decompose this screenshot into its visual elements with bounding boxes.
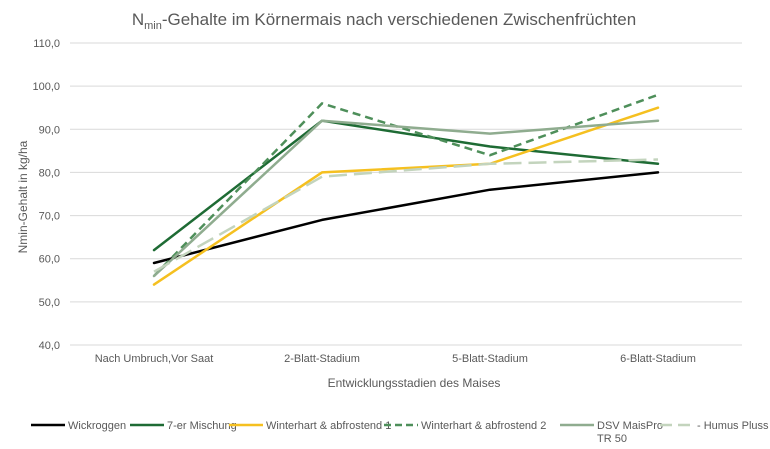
y-axis-title: Nmin-Gehalt in kg/ha bbox=[16, 140, 30, 253]
y-tick-label: 40,0 bbox=[39, 340, 60, 352]
series-line-2 bbox=[152, 119, 660, 252]
y-tick-label: 60,0 bbox=[39, 254, 60, 266]
legend-label: Wickroggen bbox=[68, 420, 126, 432]
x-tick-label: Nach Umbruch,Vor Saat bbox=[95, 353, 214, 365]
legend-label: - Humus Pluss bbox=[697, 420, 769, 432]
gridlines bbox=[70, 42, 742, 346]
series-line-5 bbox=[152, 119, 660, 278]
y-tick-label: 90,0 bbox=[39, 124, 60, 136]
y-tick-label: 100,0 bbox=[32, 81, 60, 93]
y-tick-label: 110,0 bbox=[33, 38, 60, 50]
legend-label: 7-er Mischung bbox=[167, 420, 237, 432]
y-tick-label: 80,0 bbox=[39, 167, 60, 179]
chart-title: Nmin-Gehalte im Körnermais nach verschie… bbox=[132, 10, 636, 32]
y-tick-label: 70,0 bbox=[39, 211, 60, 223]
y-axis-ticks: 40,0 50,0 60,0 70,0 80,0 90,0 100,0 110,0 bbox=[32, 38, 60, 352]
legend-label: Winterhart & abfrostend 1 bbox=[266, 420, 391, 432]
series-line-1 bbox=[152, 171, 660, 265]
series-line-6 bbox=[153, 158, 659, 273]
legend-label: DSV MaisPro TR 50 bbox=[597, 420, 663, 445]
legend: Wickroggen 7-er Mischung Winterhart & abfr… bbox=[31, 420, 769, 445]
y-tick-label: 50,0 bbox=[39, 297, 60, 309]
x-axis-ticks: Nach Umbruch,Vor Saat 2-Blatt-Stadium 5-Bl… bbox=[95, 353, 696, 365]
data-series bbox=[152, 93, 660, 286]
series-line-3 bbox=[152, 106, 660, 286]
x-tick-label: 2-Blatt-Stadium bbox=[284, 353, 360, 365]
legend-label: Winterhart & abfrostend 2 bbox=[421, 420, 546, 432]
x-tick-label: 5-Blatt-Stadium bbox=[452, 353, 528, 365]
x-tick-label: 6-Blatt-Stadium bbox=[620, 353, 696, 365]
series-line-4 bbox=[153, 93, 659, 277]
x-axis-title: Entwicklungsstadien des Maises bbox=[328, 376, 501, 390]
